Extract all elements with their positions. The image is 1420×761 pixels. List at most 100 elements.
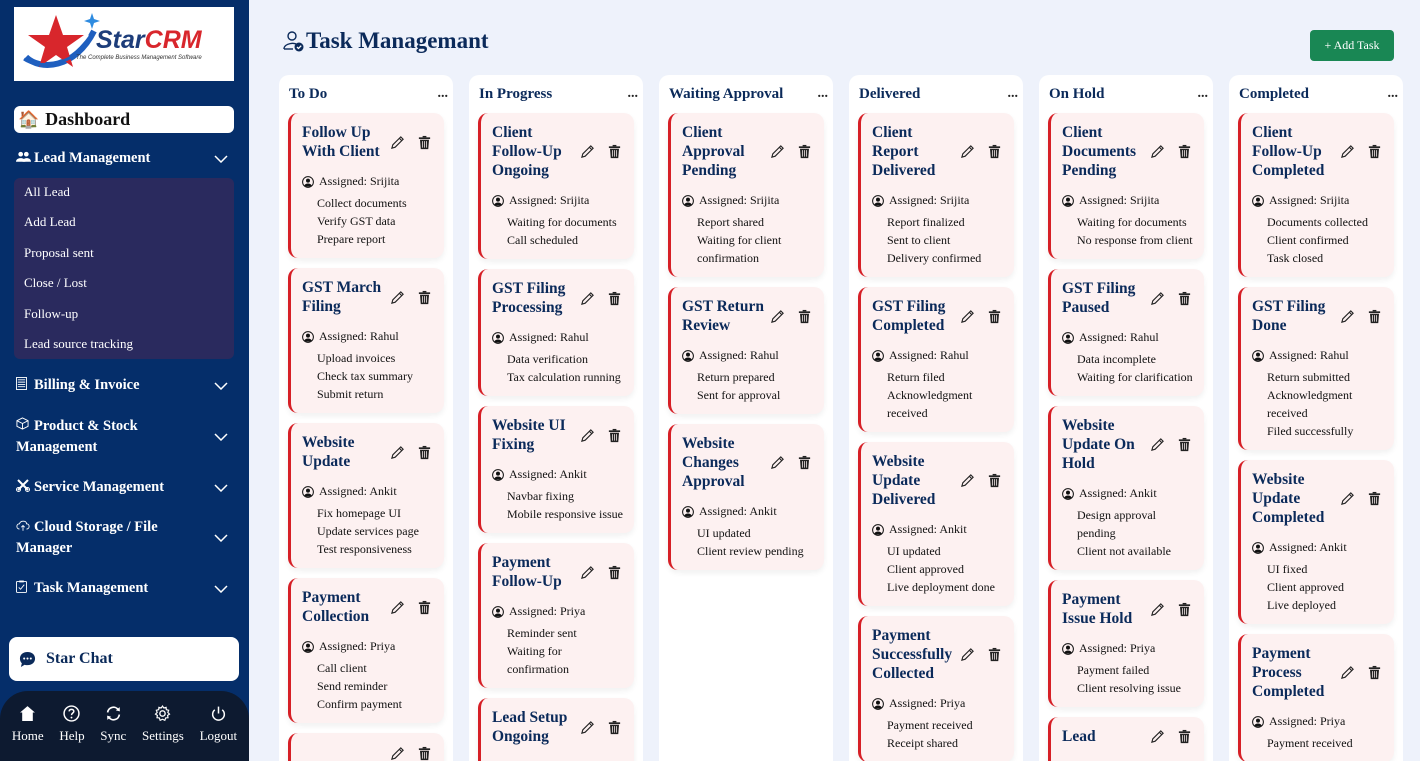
pencil-icon[interactable]	[960, 647, 975, 662]
trash-icon[interactable]	[1367, 309, 1382, 324]
sidebar-group-cloud-storage[interactable]: Cloud Storage / File Manager	[16, 516, 234, 559]
trash-icon[interactable]	[417, 746, 432, 761]
logo[interactable]: StarCRM The Complete Business Management…	[14, 7, 234, 81]
pencil-icon[interactable]	[1150, 729, 1165, 744]
chevron-down-icon[interactable]	[214, 483, 228, 492]
pencil-icon[interactable]	[1340, 309, 1355, 324]
trash-icon[interactable]	[987, 647, 1002, 662]
bottom-nav-home[interactable]: Home	[12, 705, 44, 761]
pencil-icon[interactable]	[1150, 602, 1165, 617]
task-card[interactable]: Follow Up With Client Assigned: Srijita …	[288, 113, 444, 258]
pencil-icon[interactable]	[770, 455, 785, 470]
task-card[interactable]: Website Update Delivered Assigned: Ankit…	[858, 442, 1014, 606]
task-card[interactable]: Website Changes Approval Assigned: Ankit…	[668, 424, 824, 570]
sidebar-group-service[interactable]: Service Management	[16, 477, 234, 498]
pencil-icon[interactable]	[1340, 665, 1355, 680]
task-card[interactable]: Client Documents Pending Assigned: Sriji…	[1048, 113, 1204, 259]
task-card[interactable]: Client Follow-Up Completed Assigned: Sri…	[1238, 113, 1394, 277]
pencil-icon[interactable]	[960, 309, 975, 324]
task-card[interactable]: GST March Filing Assigned: Rahul Upload …	[288, 268, 444, 413]
pencil-icon[interactable]	[960, 473, 975, 488]
sidebar-group-product-stock[interactable]: Product & Stock Management	[16, 415, 234, 458]
pencil-icon[interactable]	[580, 144, 595, 159]
trash-icon[interactable]	[417, 135, 432, 150]
pencil-icon[interactable]	[390, 135, 405, 150]
task-card[interactable]: Payment Follow-Up Assigned: Priya Remind…	[478, 543, 634, 688]
task-card[interactable]: Website Update Completed Assigned: Ankit…	[1238, 460, 1394, 624]
bottom-nav-settings[interactable]: Settings	[142, 705, 184, 761]
bottom-nav-sync[interactable]: Sync	[100, 705, 126, 761]
chevron-down-icon[interactable]	[214, 381, 228, 390]
sidebar-group-task-management[interactable]: Task Management	[16, 578, 234, 599]
pencil-icon[interactable]	[580, 565, 595, 580]
trash-icon[interactable]	[607, 291, 622, 306]
task-card[interactable]: Payment Process Completed Assigned: Priy…	[1238, 634, 1394, 761]
pencil-icon[interactable]	[1150, 437, 1165, 452]
trash-icon[interactable]	[607, 144, 622, 159]
trash-icon[interactable]	[417, 600, 432, 615]
sidebar-group-lead-management[interactable]: Lead Management	[16, 148, 234, 169]
pencil-icon[interactable]	[580, 291, 595, 306]
pencil-icon[interactable]	[390, 600, 405, 615]
sidebar-group-billing[interactable]: Billing & Invoice	[16, 375, 234, 396]
pencil-icon[interactable]	[580, 428, 595, 443]
trash-icon[interactable]	[417, 290, 432, 305]
trash-icon[interactable]	[797, 455, 812, 470]
trash-icon[interactable]	[607, 720, 622, 735]
pencil-icon[interactable]	[390, 290, 405, 305]
chevron-down-icon[interactable]	[214, 154, 228, 163]
column-menu-button[interactable]: ...	[817, 86, 829, 101]
trash-icon[interactable]	[797, 309, 812, 324]
pencil-icon[interactable]	[770, 309, 785, 324]
trash-icon[interactable]	[1177, 602, 1192, 617]
task-card[interactable]: Payment Collection Assigned: Priya Call …	[288, 578, 444, 723]
task-card[interactable]: Lead	[1048, 717, 1204, 761]
task-card[interactable]: GST Return Review Assigned: Rahul Return…	[668, 287, 824, 414]
submenu-item-add-lead[interactable]: Add Lead	[24, 214, 76, 229]
task-card[interactable]: GST Filing Completed Assigned: Rahul Ret…	[858, 287, 1014, 432]
task-card[interactable]: Website Update Assigned: Ankit Fix homep…	[288, 423, 444, 568]
trash-icon[interactable]	[987, 144, 1002, 159]
pencil-icon[interactable]	[960, 144, 975, 159]
task-card[interactable]: Client Follow-Up Ongoing Assigned: Sriji…	[478, 113, 634, 259]
task-card[interactable]: GST Filing Processing Assigned: Rahul Da…	[478, 269, 634, 396]
trash-icon[interactable]	[987, 309, 1002, 324]
bottom-nav-help[interactable]: Help	[59, 705, 85, 761]
pencil-icon[interactable]	[390, 746, 405, 761]
submenu-item-proposal-sent[interactable]: Proposal sent	[24, 245, 94, 260]
trash-icon[interactable]	[1177, 437, 1192, 452]
pencil-icon[interactable]	[1150, 144, 1165, 159]
column-menu-button[interactable]: ...	[627, 86, 639, 101]
pencil-icon[interactable]	[1340, 144, 1355, 159]
trash-icon[interactable]	[1367, 144, 1382, 159]
submenu-item-close-lost[interactable]: Close / Lost	[24, 275, 87, 290]
trash-icon[interactable]	[1367, 491, 1382, 506]
chevron-down-icon[interactable]	[214, 533, 228, 542]
trash-icon[interactable]	[607, 565, 622, 580]
column-menu-button[interactable]: ...	[1007, 86, 1019, 101]
trash-icon[interactable]	[1177, 291, 1192, 306]
task-card[interactable]	[288, 733, 444, 761]
submenu-item-all-lead[interactable]: All Lead	[24, 184, 70, 199]
pencil-icon[interactable]	[580, 720, 595, 735]
chevron-down-icon[interactable]	[214, 584, 228, 593]
task-card[interactable]: GST Filing Paused Assigned: Rahul Data i…	[1048, 269, 1204, 396]
trash-icon[interactable]	[607, 428, 622, 443]
trash-icon[interactable]	[1177, 729, 1192, 744]
star-chat-button[interactable]: Star Chat	[9, 637, 239, 681]
task-card[interactable]: Payment Issue Hold Assigned: Priya Payme…	[1048, 580, 1204, 707]
trash-icon[interactable]	[797, 144, 812, 159]
trash-icon[interactable]	[1367, 665, 1382, 680]
sidebar-item-dashboard[interactable]: 🏠 Dashboard	[14, 106, 234, 133]
pencil-icon[interactable]	[390, 445, 405, 460]
pencil-icon[interactable]	[1150, 291, 1165, 306]
task-card[interactable]: Website Update On Hold Assigned: Ankit D…	[1048, 406, 1204, 570]
bottom-nav-logout[interactable]: Logout	[200, 705, 237, 761]
task-card[interactable]: Client Approval Pending Assigned: Srijit…	[668, 113, 824, 277]
submenu-item-lead-source-tracking[interactable]: Lead source tracking	[24, 336, 134, 351]
task-card[interactable]: Website UI Fixing Assigned: Ankit Navbar…	[478, 406, 634, 533]
trash-icon[interactable]	[987, 473, 1002, 488]
add-task-button[interactable]: + Add Task	[1310, 30, 1394, 61]
column-menu-button[interactable]: ...	[1387, 86, 1399, 101]
trash-icon[interactable]	[417, 445, 432, 460]
